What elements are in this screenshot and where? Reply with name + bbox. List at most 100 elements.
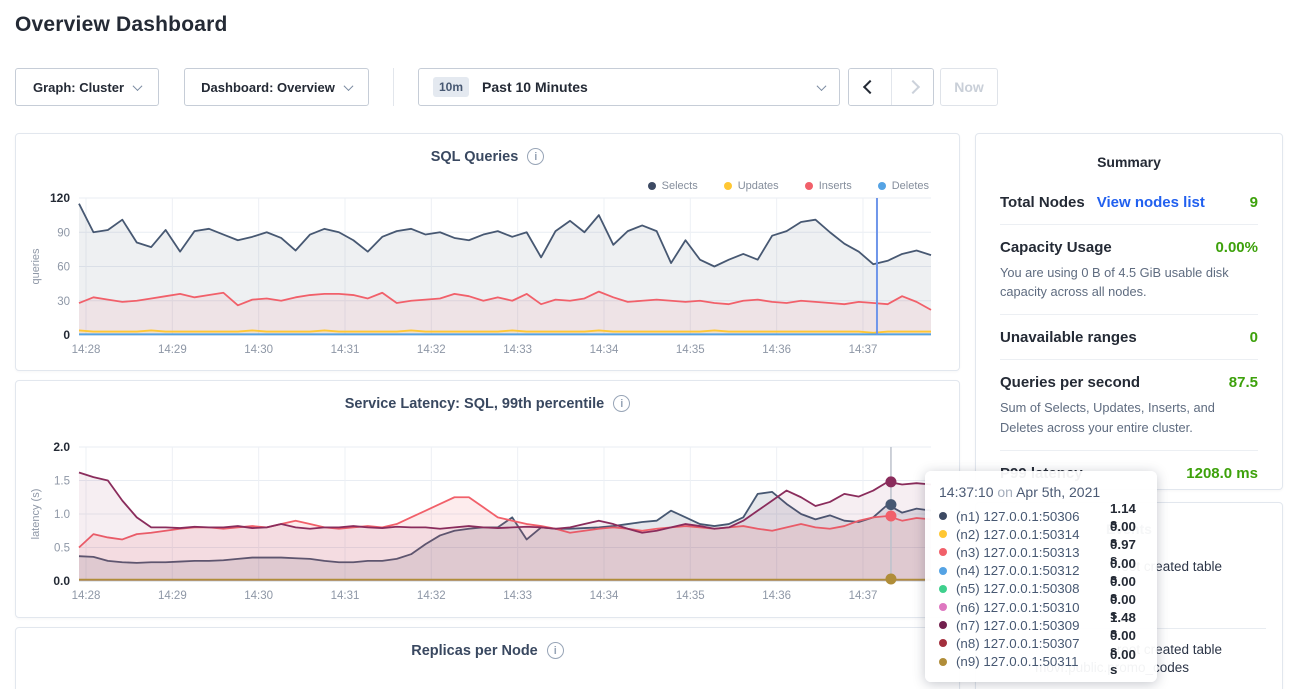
summary-row-queries-per-second: Queries per second 87.5 Sum of Selects, …	[1000, 360, 1258, 451]
svg-text:14:33: 14:33	[503, 344, 532, 356]
p99-latency-value: 1208.0 ms	[1186, 464, 1258, 482]
svg-text:14:31: 14:31	[331, 344, 360, 356]
summary-row-unavailable-ranges: Unavailable ranges 0	[1000, 315, 1258, 361]
time-range-dropdown[interactable]: 10m Past 10 Minutes	[418, 68, 840, 106]
page-title: Overview Dashboard	[15, 13, 228, 36]
legend-item-deletes[interactable]: Deletes	[877, 180, 929, 192]
summary-panel: Summary Total Nodes View nodes list 9 Ca…	[975, 133, 1283, 490]
queries-per-second-value: 87.5	[1228, 374, 1258, 392]
total-nodes-value: 9	[1249, 194, 1258, 211]
svg-text:14:33: 14:33	[503, 590, 532, 602]
dashboard-dropdown[interactable]: Dashboard: Overview	[184, 68, 369, 106]
service-latency-chart-svg[interactable]: 0.0 0.5 1.0 1.5 2.0 14:28 14:29 14:30 14:31 14:32…	[16, 381, 961, 619]
summary-title: Summary	[1097, 154, 1161, 170]
sql-queries-legend: Selects Updates Inserts Deletes	[647, 180, 929, 192]
svg-text:14:34: 14:34	[590, 344, 619, 356]
sql-queries-chart-svg[interactable]: 0 30 60 90 120 14:28 14:29 14:30 14:31 14:32 14:33…	[16, 134, 961, 372]
updates-dot-icon	[723, 182, 732, 190]
svg-text:60: 60	[57, 262, 70, 274]
svg-text:14:35: 14:35	[676, 344, 705, 356]
svg-text:0.0: 0.0	[53, 574, 70, 588]
tooltip-timestamp: 14:37:10 on Apr 5th, 2021	[939, 484, 1101, 500]
inserts-dot-icon	[804, 182, 813, 190]
tooltip-row-n7: (n7) 127.0.0.1:50309 1.48 s	[939, 610, 1143, 640]
deletes-dot-icon	[877, 182, 886, 190]
series-dot-icon	[939, 512, 947, 521]
svg-text:0: 0	[63, 328, 70, 342]
graph-dropdown-label: Graph: Cluster	[32, 79, 124, 95]
svg-text:queries: queries	[30, 248, 42, 285]
series-dot-icon	[939, 530, 947, 539]
replicas-per-node-card: Replicas per Node i	[15, 627, 960, 689]
series-dot-icon	[939, 621, 947, 630]
tooltip-row-n4: (n4) 127.0.0.1:50312 0.00 s	[939, 556, 1143, 586]
legend-item-updates[interactable]: Updates	[723, 180, 779, 192]
selects-dot-icon	[647, 182, 656, 190]
svg-text:14:31: 14:31	[331, 590, 360, 602]
tooltip-row-n2: (n2) 127.0.0.1:50314 0.00 s	[939, 519, 1143, 549]
summary-row-capacity-usage: Capacity Usage 0.00% You are using 0 B o…	[1000, 225, 1258, 316]
toolbar-divider	[393, 68, 394, 106]
tooltip-row-n6: (n6) 127.0.0.1:50310 0.00 s	[939, 592, 1143, 622]
svg-text:14:30: 14:30	[244, 344, 273, 356]
svg-text:1.0: 1.0	[54, 509, 70, 521]
info-icon[interactable]: i	[546, 642, 564, 659]
view-nodes-list-link[interactable]: View nodes list	[1096, 194, 1205, 211]
graph-dropdown[interactable]: Graph: Cluster	[15, 68, 159, 106]
svg-text:14:30: 14:30	[244, 590, 273, 602]
series-dot-icon	[939, 603, 947, 612]
svg-text:14:28: 14:28	[72, 344, 101, 356]
svg-text:1.5: 1.5	[54, 476, 70, 488]
svg-text:14:32: 14:32	[417, 590, 446, 602]
series-dot-icon	[939, 548, 947, 557]
svg-text:14:37: 14:37	[849, 590, 878, 602]
svg-text:0.5: 0.5	[54, 543, 70, 555]
capacity-usage-value: 0.00%	[1215, 239, 1258, 256]
svg-text:2.0: 2.0	[53, 440, 70, 454]
series-dot-icon	[939, 566, 947, 575]
time-range-badge: 10m	[433, 77, 470, 97]
now-button[interactable]: Now	[940, 68, 998, 106]
svg-text:14:36: 14:36	[762, 590, 791, 602]
svg-text:120: 120	[50, 191, 70, 205]
sql-queries-title: SQL Queries	[430, 148, 519, 165]
prev-time-button[interactable]	[849, 69, 891, 105]
service-latency-card: Service Latency: SQL, 99th percentile i …	[15, 380, 960, 618]
tooltip-row-n3: (n3) 127.0.0.1:50313 0.97 s	[939, 537, 1143, 567]
unavailable-ranges-value: 0	[1249, 329, 1258, 347]
chart-hover-tooltip: 14:37:10 on Apr 5th, 2021 (n1) 127.0.0.1…	[925, 471, 1157, 682]
chevron-down-icon	[343, 80, 354, 91]
svg-text:14:28: 14:28	[72, 590, 101, 602]
legend-item-selects[interactable]: Selects	[647, 180, 698, 192]
svg-text:30: 30	[57, 296, 70, 308]
replicas-per-node-title: Replicas per Node	[411, 642, 538, 659]
svg-text:14:34: 14:34	[590, 590, 619, 602]
service-latency-title: Service Latency: SQL, 99th percentile	[344, 395, 605, 412]
svg-text:14:35: 14:35	[676, 590, 705, 602]
next-time-button[interactable]	[891, 69, 933, 105]
svg-text:latency (s): latency (s)	[30, 489, 42, 540]
info-icon[interactable]: i	[527, 148, 545, 165]
time-nav-group	[848, 68, 934, 106]
legend-item-inserts[interactable]: Inserts	[804, 180, 852, 192]
series-dot-icon	[939, 639, 947, 648]
svg-text:14:32: 14:32	[417, 344, 446, 356]
chevron-right-icon	[905, 79, 920, 95]
tooltip-row-n8: (n8) 127.0.0.1:50307 0.00 s	[939, 628, 1143, 658]
summary-row-total-nodes: Total Nodes View nodes list 9	[1000, 180, 1258, 225]
queries-per-second-description: Sum of Selects, Updates, Inserts, and De…	[1000, 400, 1215, 435]
sql-queries-card: SQL Queries i Selects Updates Inserts De…	[15, 133, 960, 371]
tooltip-row-n9: (n9) 127.0.0.1:50311 0.00 s	[939, 647, 1143, 677]
chevron-left-icon	[862, 79, 878, 95]
capacity-usage-description: You are using 0 B of 4.5 GiB usable disk…	[1000, 265, 1229, 300]
tooltip-row-n5: (n5) 127.0.0.1:50308 0.00 s	[939, 574, 1143, 604]
chevron-down-icon	[816, 80, 827, 91]
info-icon[interactable]: i	[613, 395, 631, 412]
series-dot-icon	[939, 657, 947, 666]
chevron-down-icon	[132, 80, 143, 91]
svg-text:14:29: 14:29	[158, 590, 187, 602]
svg-text:14:29: 14:29	[158, 344, 187, 356]
dashboard-dropdown-label: Dashboard: Overview	[201, 79, 335, 95]
series-dot-icon	[939, 584, 947, 593]
